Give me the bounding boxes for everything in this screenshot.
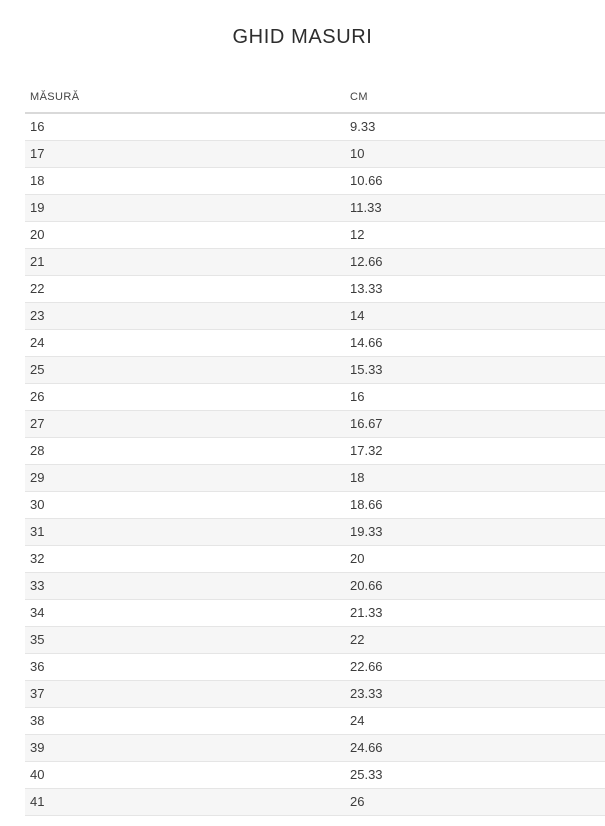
size-guide-table: MĂSURĂ CM 16 9.33 17 10 18 10.66 19 11.33 20 12 21… [25, 86, 605, 816]
table-row: 17 10 [25, 140, 605, 168]
cell-size: 23 [25, 302, 345, 330]
cell-cm: 12 [345, 221, 605, 249]
table-row: 32 20 [25, 545, 605, 573]
cell-size: 31 [25, 518, 345, 546]
table-row: 16 9.33 [25, 113, 605, 141]
cell-size: 41 [25, 788, 345, 816]
cell-size: 20 [25, 221, 345, 249]
cell-cm: 13.33 [345, 275, 605, 303]
table-row: 38 24 [25, 707, 605, 735]
cell-size: 28 [25, 437, 345, 465]
cell-size: 29 [25, 464, 345, 492]
cell-size: 40 [25, 761, 345, 789]
cell-cm: 23.33 [345, 680, 605, 708]
table-row: 21 12.66 [25, 248, 605, 276]
table-row: 28 17.32 [25, 437, 605, 465]
table-row: 29 18 [25, 464, 605, 492]
table-row: 24 14.66 [25, 329, 605, 357]
cell-size: 27 [25, 410, 345, 438]
cell-size: 35 [25, 626, 345, 654]
column-header-masura: MĂSURĂ [25, 86, 345, 114]
table-row: 25 15.33 [25, 356, 605, 384]
cell-cm: 14 [345, 302, 605, 330]
table-row: 36 22.66 [25, 653, 605, 681]
cell-size: 19 [25, 194, 345, 222]
cell-cm: 26 [345, 788, 605, 816]
column-header-cm: CM [345, 86, 605, 114]
table-row: 23 14 [25, 302, 605, 330]
cell-cm: 16.67 [345, 410, 605, 438]
cell-cm: 18 [345, 464, 605, 492]
cell-cm: 17.32 [345, 437, 605, 465]
cell-size: 33 [25, 572, 345, 600]
cell-cm: 9.33 [345, 113, 605, 141]
table-row: 22 13.33 [25, 275, 605, 303]
cell-cm: 10.66 [345, 167, 605, 195]
table-row: 18 10.66 [25, 167, 605, 195]
table-row: 31 19.33 [25, 518, 605, 546]
cell-cm: 20 [345, 545, 605, 573]
cell-cm: 16 [345, 383, 605, 411]
cell-size: 24 [25, 329, 345, 357]
table-row: 41 26 [25, 788, 605, 816]
cell-cm: 21.33 [345, 599, 605, 627]
cell-cm: 19.33 [345, 518, 605, 546]
cell-size: 21 [25, 248, 345, 276]
cell-size: 36 [25, 653, 345, 681]
cell-size: 18 [25, 167, 345, 195]
cell-size: 17 [25, 140, 345, 168]
cell-cm: 20.66 [345, 572, 605, 600]
table-row: 35 22 [25, 626, 605, 654]
cell-size: 39 [25, 734, 345, 762]
table-row: 26 16 [25, 383, 605, 411]
page-title: GHID MASURI [232, 26, 373, 48]
table-row: 39 24.66 [25, 734, 605, 762]
header-row: MĂSURĂ CM [25, 86, 605, 114]
cell-size: 25 [25, 356, 345, 384]
cell-size: 38 [25, 707, 345, 735]
table-row: 33 20.66 [25, 572, 605, 600]
cell-size: 37 [25, 680, 345, 708]
cell-size: 22 [25, 275, 345, 303]
size-table-header: MĂSURĂ CM [25, 86, 605, 114]
table-row: 40 25.33 [25, 761, 605, 789]
cell-cm: 10 [345, 140, 605, 168]
table-row: 20 12 [25, 221, 605, 249]
cell-cm: 25.33 [345, 761, 605, 789]
cell-size: 30 [25, 491, 345, 519]
cell-cm: 18.66 [345, 491, 605, 519]
cell-cm: 14.66 [345, 329, 605, 357]
cell-cm: 24.66 [345, 734, 605, 762]
cell-cm: 22 [345, 626, 605, 654]
cell-cm: 15.33 [345, 356, 605, 384]
cell-cm: 22.66 [345, 653, 605, 681]
table-row: 19 11.33 [25, 194, 605, 222]
cell-cm: 24 [345, 707, 605, 735]
cell-cm: 12.66 [345, 248, 605, 276]
cell-cm: 11.33 [345, 194, 605, 222]
cell-size: 32 [25, 545, 345, 573]
cell-size: 34 [25, 599, 345, 627]
cell-size: 26 [25, 383, 345, 411]
table-row: 34 21.33 [25, 599, 605, 627]
size-table-body: 16 9.33 17 10 18 10.66 19 11.33 20 12 21 12.66 22 13.… [25, 113, 605, 816]
table-row: 37 23.33 [25, 680, 605, 708]
table-row: 27 16.67 [25, 410, 605, 438]
table-row: 30 18.66 [25, 491, 605, 519]
cell-size: 16 [25, 113, 345, 141]
